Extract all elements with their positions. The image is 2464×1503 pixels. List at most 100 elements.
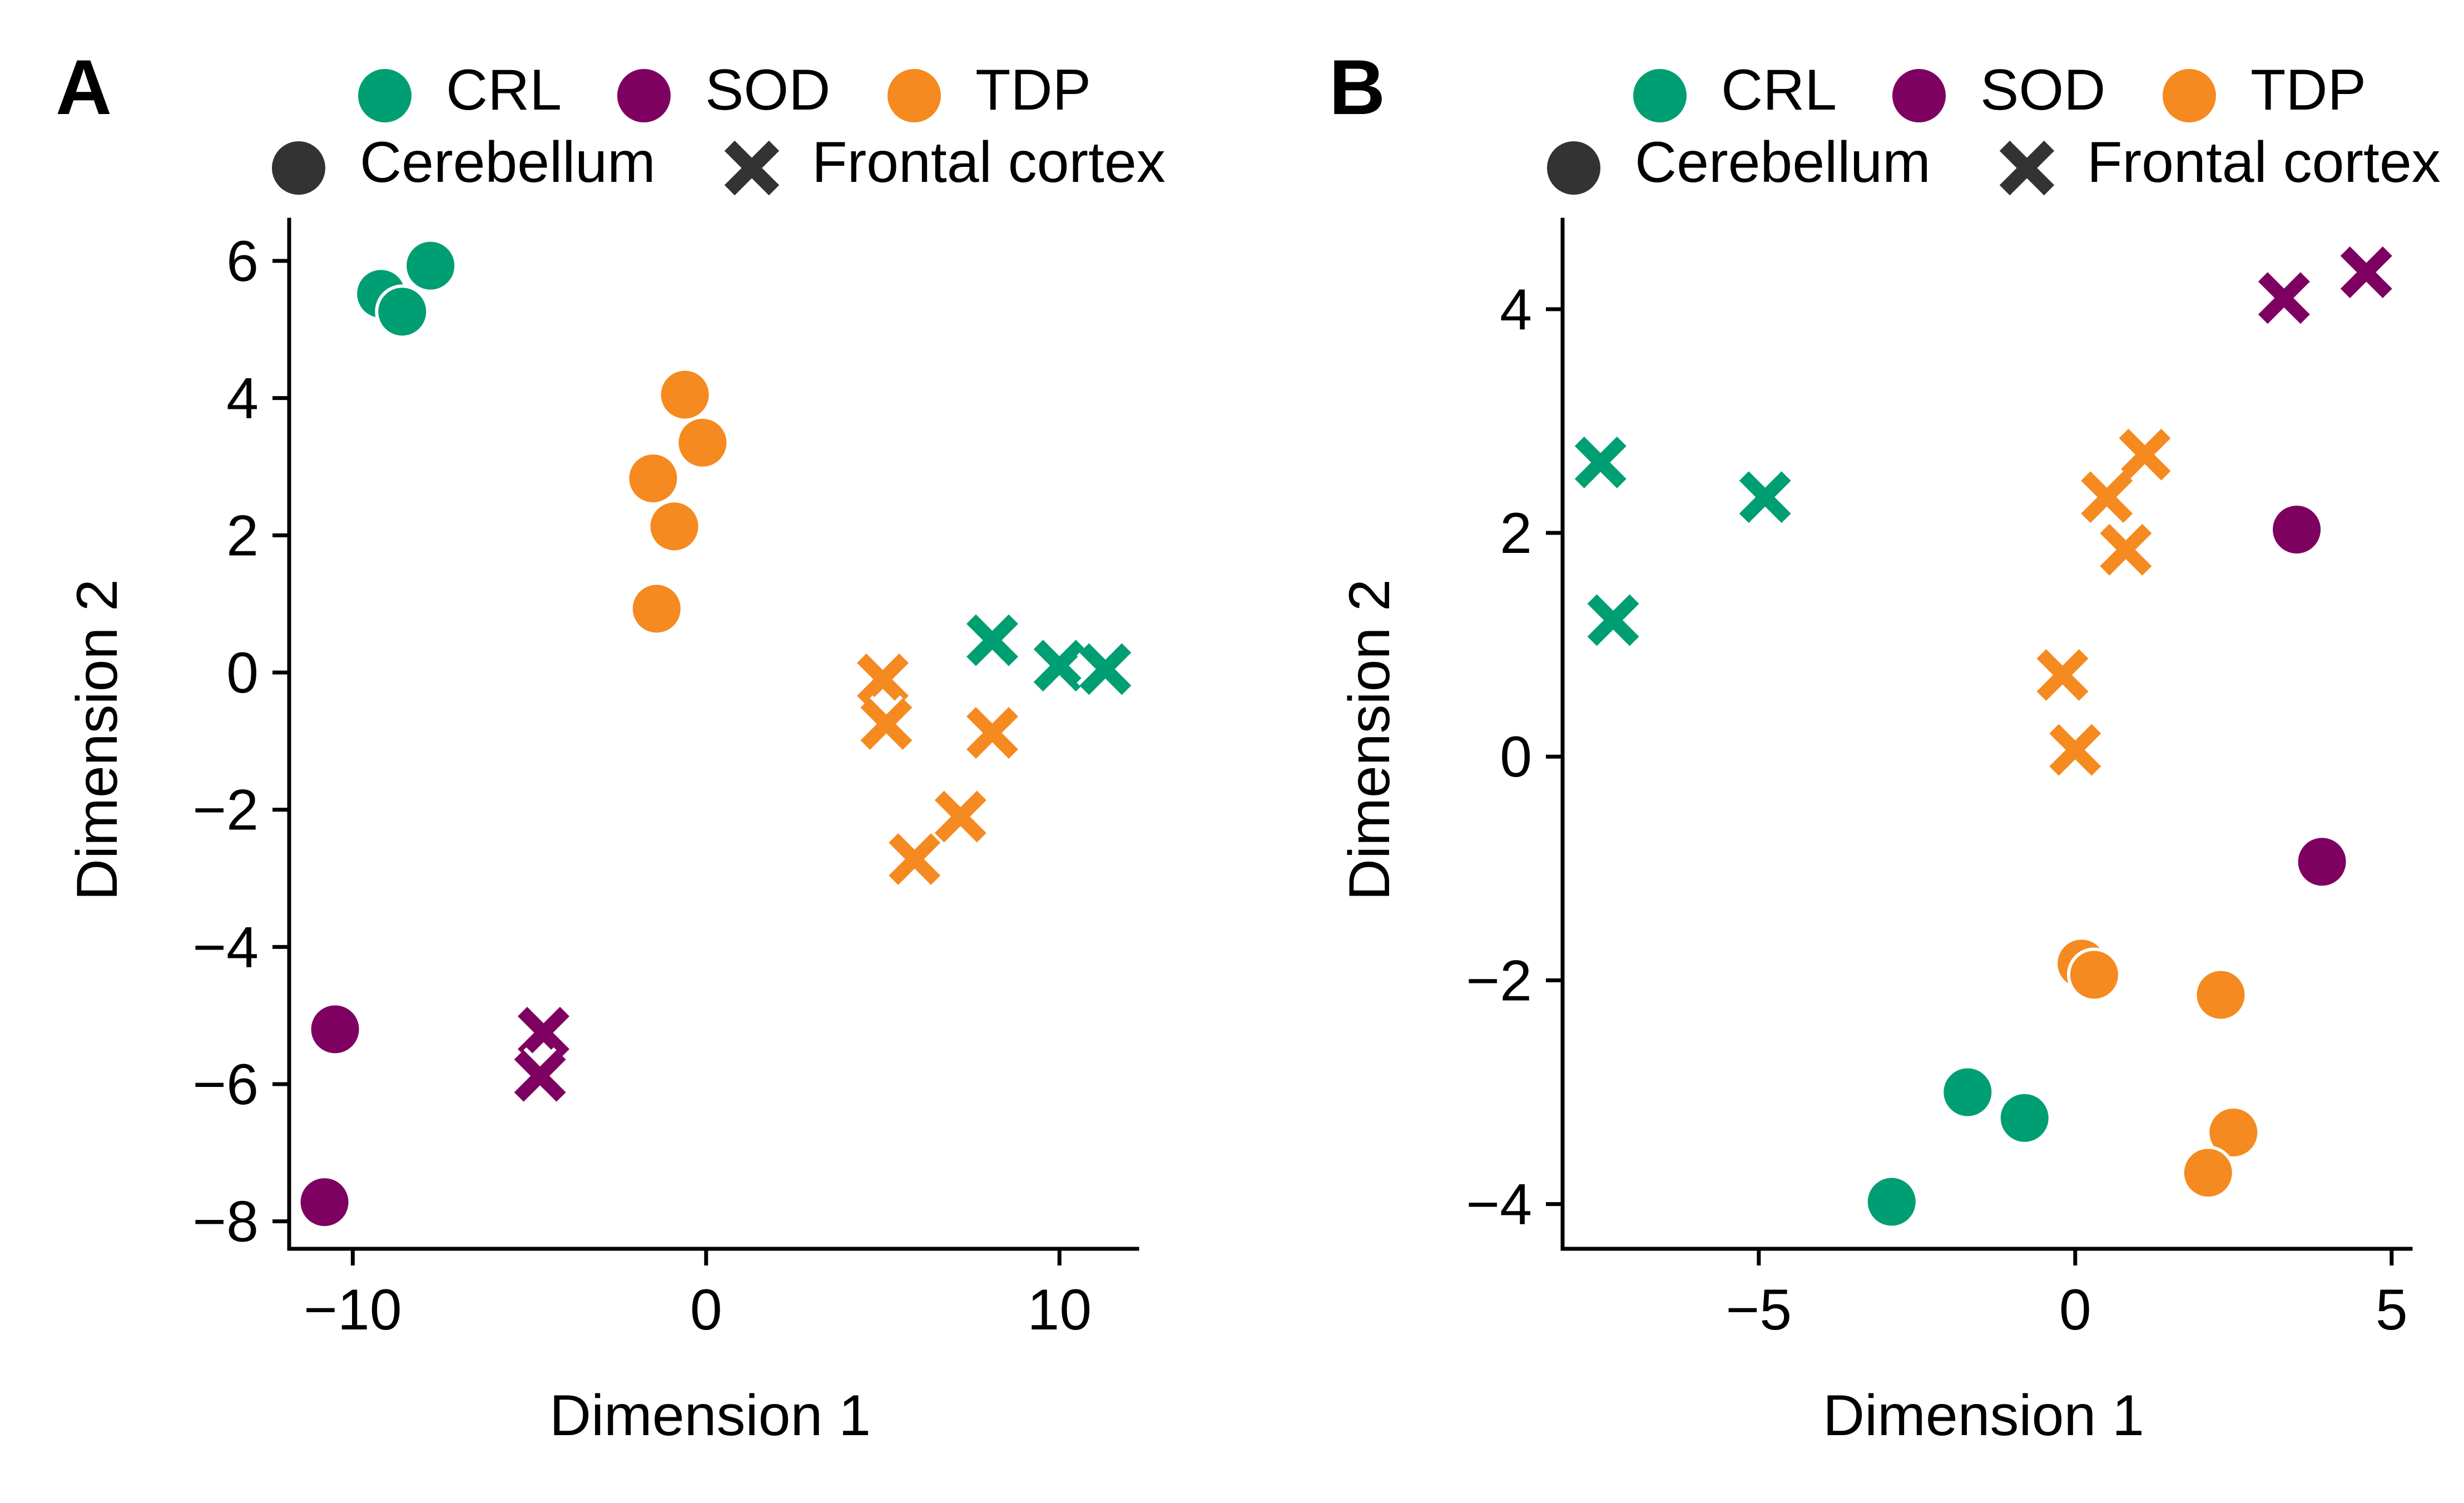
legend-label-tdp: TDP xyxy=(975,58,1091,122)
y-axis-label: Dimension 2 xyxy=(65,579,130,901)
legend: CRL SOD TDP Cerebellum Frontal cortex xyxy=(1547,58,2441,196)
data-point-tdp-frontal-cortex xyxy=(2097,521,2155,579)
data-point-tdp-cerebellum xyxy=(657,367,712,422)
data-point-tdp-cerebellum xyxy=(2066,947,2121,1002)
data-point-crl-cerebellum xyxy=(1864,1174,1919,1229)
legend-label-cerebellum: Cerebellum xyxy=(360,130,656,195)
data-point-crl-frontal-cortex xyxy=(1736,468,1794,526)
data-point-tdp-cerebellum xyxy=(626,451,681,506)
data-point-crl-frontal-cortex xyxy=(1077,640,1134,698)
legend-label-tdp: TDP xyxy=(2250,58,2366,122)
x-tick-label: −5 xyxy=(1726,1278,1792,1342)
y-axis-label: Dimension 2 xyxy=(1337,579,1402,901)
legend-swatch-sod xyxy=(1892,69,1946,122)
y-tick-label: −2 xyxy=(1466,948,1532,1013)
x-tick-label: −10 xyxy=(304,1278,401,1342)
legend-item-sod: SOD xyxy=(617,58,830,122)
axes: −5 0 5 −4 −2 0 2 4 xyxy=(1466,217,2413,1342)
data-point-crl-cerebellum xyxy=(403,238,458,293)
data-point-sod-frontal-cortex xyxy=(515,1004,572,1061)
y-tick-label: 2 xyxy=(1500,501,1532,566)
legend-swatch-sod xyxy=(617,69,671,122)
data-point-tdp-cerebellum xyxy=(629,581,684,636)
data-point-tdp-frontal-cortex xyxy=(2078,468,2136,526)
data-point-tdp-frontal-cortex xyxy=(964,704,1021,762)
data-point-tdp-cerebellum xyxy=(647,499,702,554)
legend: CRL SOD TDP Cerebellum Frontal cortex xyxy=(272,58,1166,196)
legend-label-crl: CRL xyxy=(1721,58,1837,122)
legend-label-cerebellum: Cerebellum xyxy=(1635,130,1931,195)
y-tick-label: 2 xyxy=(226,503,259,568)
data-point-tdp-frontal-cortex xyxy=(886,830,944,888)
data-point-sod-frontal-cortex xyxy=(2337,244,2395,301)
legend-label-frontal-cortex: Frontal cortex xyxy=(2087,130,2441,195)
legend-swatch-tdp xyxy=(2163,69,2216,122)
data-point-crl-cerebellum xyxy=(1997,1090,2052,1145)
data-point-sod-cerebellum xyxy=(2294,834,2349,889)
data-point-sod-cerebellum xyxy=(308,1002,363,1057)
y-tick-label: −8 xyxy=(192,1190,259,1254)
legend-label-sod: SOD xyxy=(705,58,830,122)
data-point-crl-frontal-cortex xyxy=(1571,433,1629,491)
y-tick-label: 6 xyxy=(226,229,259,294)
data-point-sod-cerebellum xyxy=(2269,502,2324,557)
y-tick-label: −4 xyxy=(192,915,259,980)
legend-swatch-crl xyxy=(1633,69,1687,122)
legend-label-sod: SOD xyxy=(1980,58,2105,122)
data-point-tdp-frontal-cortex xyxy=(931,788,989,846)
panel-a: A CRL SOD TDP Cerebellum Frontal cortex xyxy=(56,43,1166,1448)
panel-label: A xyxy=(56,43,112,131)
data-point-sod-frontal-cortex xyxy=(2255,269,2313,327)
x-tick-label: 0 xyxy=(2059,1278,2091,1342)
panel-label: B xyxy=(1329,43,1385,131)
data-point-tdp-cerebellum xyxy=(2206,1105,2261,1160)
data-point-tdp-frontal-cortex xyxy=(2116,426,2174,483)
legend-marker-circle xyxy=(272,141,325,195)
legend-label-crl: CRL xyxy=(446,58,562,122)
axes: −10 0 10 −8 −6 −4 −2 0 2 4 6 xyxy=(192,217,1139,1342)
x-tick-label: 10 xyxy=(1027,1278,1092,1342)
data-points xyxy=(297,238,1134,1230)
legend-item-crl: CRL xyxy=(1633,58,1837,122)
legend-label-frontal-cortex: Frontal cortex xyxy=(812,130,1166,195)
x-tick-label: 0 xyxy=(690,1278,722,1342)
data-point-tdp-frontal-cortex xyxy=(854,650,911,708)
legend-item-cerebellum: Cerebellum xyxy=(272,130,656,195)
legend-item-tdp: TDP xyxy=(888,58,1091,122)
legend-swatch-tdp xyxy=(888,69,941,122)
y-tick-label: 4 xyxy=(1500,278,1532,342)
x-tick-label: 5 xyxy=(2376,1278,2408,1342)
data-point-crl-frontal-cortex xyxy=(1030,637,1088,695)
legend-marker-x xyxy=(1999,140,2055,196)
data-point-sod-frontal-cortex xyxy=(511,1047,569,1105)
data-points xyxy=(1571,244,2395,1229)
y-tick-label: −2 xyxy=(192,778,259,843)
y-tick-label: −6 xyxy=(192,1052,259,1117)
legend-item-frontal-cortex: Frontal cortex xyxy=(1999,130,2441,196)
data-point-tdp-frontal-cortex xyxy=(857,695,915,753)
y-tick-label: −4 xyxy=(1466,1173,1532,1237)
legend-item-crl: CRL xyxy=(358,58,562,122)
legend-marker-x xyxy=(724,140,780,196)
data-point-tdp-frontal-cortex xyxy=(2046,721,2104,779)
legend-swatch-crl xyxy=(358,69,412,122)
y-tick-label: 0 xyxy=(1500,725,1532,789)
data-point-sod-cerebellum xyxy=(297,1175,352,1230)
data-point-crl-frontal-cortex xyxy=(964,611,1021,669)
panel-b: B CRL SOD TDP Cerebellum Frontal cortex xyxy=(1329,43,2441,1448)
data-point-tdp-cerebellum xyxy=(2180,1145,2235,1200)
data-point-tdp-cerebellum xyxy=(2193,967,2248,1022)
y-tick-label: 4 xyxy=(226,367,259,431)
x-axis-label: Dimension 1 xyxy=(1823,1383,2144,1448)
legend-item-tdp: TDP xyxy=(2163,58,2366,122)
data-point-crl-cerebellum xyxy=(375,284,430,339)
y-tick-label: 0 xyxy=(226,641,259,705)
data-point-crl-frontal-cortex xyxy=(1584,591,1642,649)
legend-item-cerebellum: Cerebellum xyxy=(1547,130,1931,195)
legend-item-sod: SOD xyxy=(1892,58,2105,122)
data-point-tdp-cerebellum xyxy=(675,415,730,470)
legend-marker-circle xyxy=(1547,141,1600,195)
data-point-crl-cerebellum xyxy=(1940,1065,1995,1120)
x-axis-label: Dimension 1 xyxy=(549,1383,871,1448)
